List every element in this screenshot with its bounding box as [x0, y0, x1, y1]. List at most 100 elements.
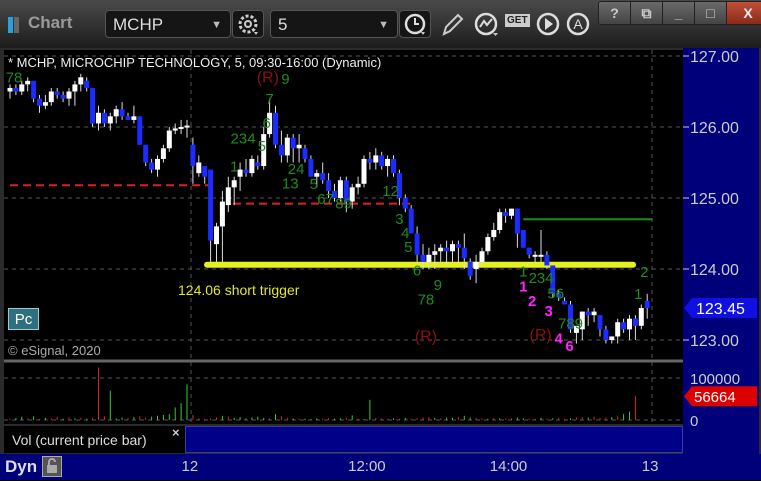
- symbol-dropdown[interactable]: MCHP ▼: [105, 10, 231, 38]
- close-study-icon[interactable]: ×: [172, 425, 180, 440]
- x-tick-label: 14:00: [489, 458, 528, 475]
- pc-button[interactable]: Pc: [8, 308, 39, 330]
- candle-up: [7, 87, 13, 92]
- candle-up: [296, 144, 302, 149]
- candle-up: [485, 237, 491, 252]
- volume-study-label: Vol (current price bar): [4, 426, 185, 453]
- candle-up: [579, 311, 585, 330]
- candle-up: [627, 318, 632, 330]
- candle-up: [284, 137, 290, 156]
- candle-up: [25, 80, 31, 85]
- candle-up: [373, 155, 379, 163]
- play-icon[interactable]: [534, 10, 562, 38]
- close-button[interactable]: X: [727, 2, 761, 24]
- chevron-down-icon: ▼: [211, 19, 222, 31]
- candle-up: [196, 162, 202, 174]
- chevron-down-icon: ▼: [378, 19, 389, 31]
- get-button[interactable]: GET: [504, 10, 532, 38]
- candle-up: [509, 208, 514, 216]
- get-icon: GET: [505, 14, 530, 27]
- chart-study-icon[interactable]: [472, 10, 500, 38]
- candle-down: [379, 155, 385, 167]
- time-axis[interactable]: Dyn 12 12:00 14:00 13: [0, 454, 761, 480]
- candle-down: [31, 80, 37, 99]
- candle-down: [597, 315, 603, 330]
- td-annotation: 9: [434, 277, 442, 294]
- candle-down: [455, 244, 461, 248]
- candle-down: [444, 247, 450, 252]
- candle-up: [249, 158, 255, 174]
- candle-down: [332, 190, 337, 198]
- volume-legend-row: Vol (current price bar) ×: [4, 425, 683, 453]
- candle-up: [314, 173, 320, 177]
- candle-up: [473, 261, 479, 269]
- td-annotation: 1: [230, 158, 238, 175]
- candle-up: [497, 212, 503, 230]
- td-annotation: 12: [382, 183, 399, 200]
- td-annotation: 1: [519, 263, 527, 280]
- candle-up: [267, 112, 273, 135]
- candle-down: [60, 95, 66, 99]
- last-price-label: 123.45: [696, 301, 745, 318]
- candle-up: [48, 91, 54, 103]
- chart-header: * MCHP, MICROCHIP TECHNOLOGY, 5, 09:30-1…: [8, 55, 382, 70]
- td-annotation: 5: [258, 138, 266, 155]
- candle-down: [461, 247, 467, 259]
- candle-down: [278, 144, 284, 156]
- maximize-button[interactable]: □: [695, 2, 727, 24]
- td-annotation: 234: [231, 131, 256, 148]
- candle-down: [467, 261, 473, 277]
- last-volume-label: 56664: [694, 389, 736, 406]
- alert-icon[interactable]: A: [564, 10, 592, 38]
- candle-down: [585, 311, 591, 316]
- candle-down: [343, 180, 349, 202]
- chart-logo-icon: [8, 17, 20, 33]
- copyright: © eSignal, 2020: [8, 343, 101, 358]
- y-tick-label: 124.00: [690, 262, 739, 279]
- td-annotation: (R): [415, 329, 437, 346]
- minimize-button[interactable]: _: [663, 2, 695, 24]
- candle-down: [243, 169, 249, 174]
- td-annotation: 2: [640, 264, 648, 281]
- candle-up: [573, 325, 579, 333]
- interval-dropdown[interactable]: 5 ▼: [270, 10, 398, 38]
- td-annotation: 67: [317, 191, 334, 208]
- candle-down: [408, 208, 414, 234]
- candle-up: [609, 336, 615, 340]
- candle-up: [479, 251, 485, 262]
- td-annotation: 6: [565, 338, 573, 355]
- candle-down: [308, 158, 314, 177]
- candle-down: [503, 212, 509, 216]
- settings-button[interactable]: [232, 10, 264, 38]
- window-controls: ? ⧉ _ □ X: [598, 1, 761, 25]
- td-annotation: 24: [288, 161, 305, 178]
- candle-down: [90, 87, 96, 124]
- td-annotation: 9: [281, 71, 289, 88]
- candle-down: [143, 144, 149, 163]
- td-annotation: 4: [401, 225, 409, 242]
- y-tick-label: 126.00: [690, 120, 739, 137]
- x-tick-label: 12:00: [348, 458, 386, 475]
- help-button[interactable]: ?: [599, 2, 631, 24]
- price-chart[interactable]: 127.00 126.00 125.00 124.00 123.00 100000 0 78 (…: [0, 0, 761, 454]
- popout-button[interactable]: ⧉: [631, 2, 663, 24]
- candle-down: [119, 109, 125, 117]
- td-annotation: 89: [335, 195, 352, 212]
- symbol-value: MCHP: [113, 15, 164, 34]
- pencil-icon[interactable]: [438, 10, 466, 38]
- candle-up: [432, 251, 438, 255]
- dynamic-label[interactable]: Dyn: [5, 457, 38, 476]
- candle-up: [237, 169, 243, 177]
- clock-icon: [404, 13, 426, 35]
- candle-up: [107, 116, 113, 124]
- candle-down: [37, 98, 42, 106]
- price-series: [7, 73, 652, 344]
- candle-down: [137, 116, 143, 145]
- candle-down: [644, 300, 650, 309]
- lock-icon[interactable]: [42, 456, 62, 477]
- candle-up: [426, 254, 432, 262]
- time-button[interactable]: [399, 10, 431, 38]
- candle-up: [160, 148, 166, 159]
- candle-up: [638, 308, 644, 326]
